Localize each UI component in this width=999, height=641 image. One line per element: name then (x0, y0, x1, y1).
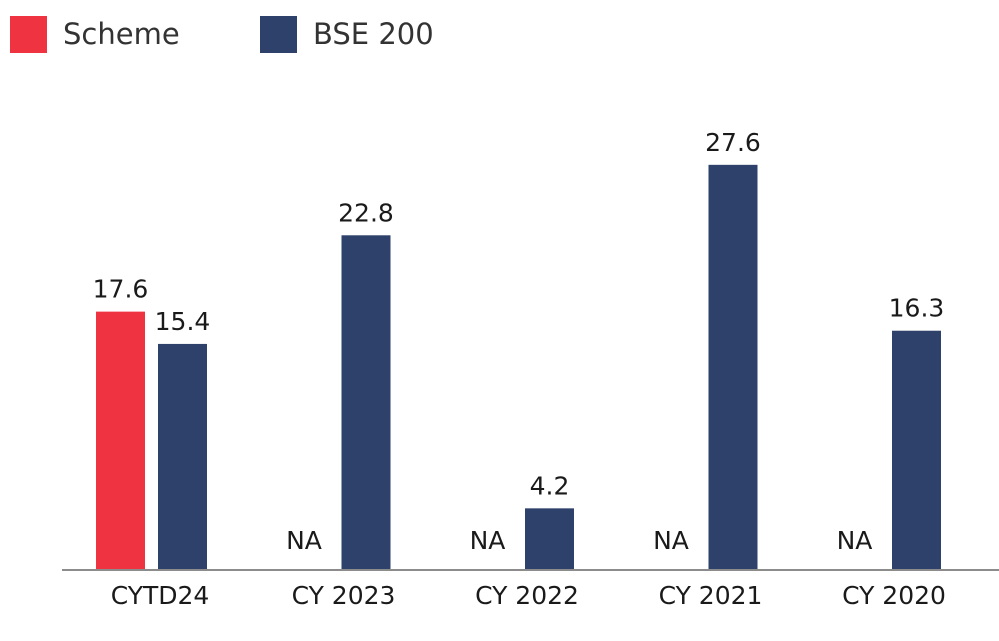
x-tick-label-cy-2023: CY 2023 (292, 581, 396, 610)
legend-swatch-scheme (10, 16, 47, 53)
bar-bse-200-cy-2023 (341, 235, 391, 570)
x-tick-label-cy-2020: CY 2020 (842, 581, 946, 610)
x-tick-label-cytd24: CYTD24 (111, 581, 210, 610)
bar-bse-200-cy-2021 (708, 164, 758, 570)
bar-bse-200-cy-2022 (525, 508, 574, 570)
x-tick-labels-group: CYTD24 CY 2023 CY 2022 CY 2021 CY 2020 (111, 581, 946, 610)
data-label-bse-200-cy-2022: 4.2 (530, 471, 570, 500)
na-label-scheme-cy-2023: NA (286, 526, 322, 555)
x-tick-label-cy-2022: CY 2022 (475, 581, 579, 610)
legend-label-scheme: Scheme (63, 17, 180, 51)
na-label-scheme-cy-2021: NA (653, 526, 689, 555)
bar-scheme-cytd24 (96, 311, 145, 570)
data-labels-group: 17.615.4 NA 22.8 NA 4.2 NA 27.6 NA 16.3 (93, 128, 945, 555)
data-label-bse-200-cy-2021: 27.6 (705, 128, 761, 157)
na-label-scheme-cy-2022: NA (470, 526, 506, 555)
data-label-bse-200-cytd24: 15.4 (155, 307, 211, 336)
data-label-bse-200-cy-2020: 16.3 (889, 294, 945, 323)
na-label-scheme-cy-2020: NA (837, 526, 873, 555)
legend-swatch-bse-200 (260, 16, 297, 53)
bars-group (96, 164, 941, 570)
legend-label-bse-200: BSE 200 (313, 17, 434, 51)
x-tick-label-cy-2021: CY 2021 (659, 581, 763, 610)
data-label-bse-200-cy-2023: 22.8 (338, 198, 394, 227)
bar-bse-200-cytd24 (158, 343, 207, 570)
bar-bse-200-cy-2020 (892, 330, 941, 570)
data-label-scheme-cytd24: 17.6 (93, 275, 149, 304)
